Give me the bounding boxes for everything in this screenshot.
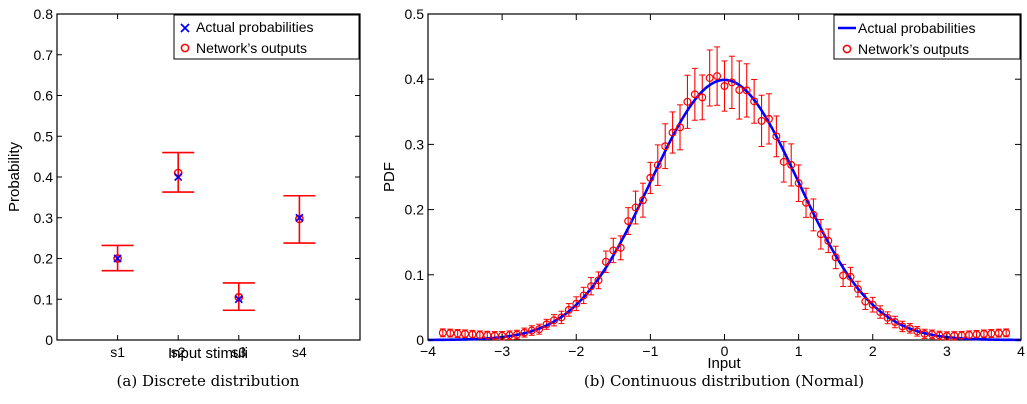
discrete-distribution-chart: 0 0.1 0.2 0.3 0.4 0.5 0.6 0.7 0.8 s1 s2 s3 s4 Probab… — [6, 6, 360, 390]
legend-b: Actual probabilities Network’s outputs — [834, 15, 1020, 59]
x-axis-label-a: Input stimuli — [168, 345, 248, 362]
y-tick-label-a: 0.1 — [34, 291, 54, 307]
legend-a: Actual probabilities Network’s outputs — [174, 15, 359, 59]
x-tick-label-b: 3 — [943, 343, 951, 359]
y-tick-label-b: 0.2 — [405, 202, 425, 218]
y-tick-label-a: 0.8 — [34, 6, 54, 22]
legend-b-network: Network’s outputs — [858, 41, 969, 57]
y-tick-label-b: 0.3 — [405, 136, 425, 152]
y-tick-label-a: 0.4 — [34, 169, 54, 185]
continuous-distribution-chart: 00.10.20.30.40.5−4 −3 −2 −1 0 1 2 3 4 PDF Input … — [381, 6, 1025, 390]
y-tick-label-a: 0.5 — [34, 128, 54, 144]
x-tick-label-a: s1 — [110, 344, 125, 360]
caption-b: (b) Continuous distribution (Normal) — [584, 372, 864, 390]
y-tick-label-a: 0.6 — [34, 88, 54, 104]
y-tick-label-b: 0.1 — [405, 267, 425, 283]
y-tick-label-a: 0.3 — [34, 210, 54, 226]
x-tick-label-b: −4 — [420, 343, 436, 359]
y-tick-label-b: 0.5 — [405, 6, 425, 22]
x-tick-label-b: −1 — [642, 343, 658, 359]
y-axis-label-a: Probability — [6, 141, 23, 212]
x-tick-label-a: s4 — [292, 344, 307, 360]
caption-a: (a) Discrete distribution — [117, 372, 300, 390]
y-tick-label-a: 0.7 — [34, 47, 54, 63]
legend-a-actual: Actual probabilities — [196, 19, 314, 35]
x-tick-label-b: 4 — [1017, 343, 1025, 359]
x-tick-label-b: 2 — [869, 343, 877, 359]
y-axis-label-b: PDF — [381, 162, 398, 192]
x-axis-label-b: Input — [707, 355, 741, 372]
legend-a-network: Network’s outputs — [196, 40, 307, 56]
plot-area-a — [57, 14, 360, 340]
x-tick-label-b: −2 — [568, 343, 584, 359]
y-tick-label-a: 0 — [45, 332, 53, 348]
y-tick-label-a: 0.2 — [34, 251, 54, 267]
x-tick-label-b: −3 — [494, 343, 510, 359]
x-tick-label-b: 1 — [795, 343, 803, 359]
legend-b-actual: Actual probabilities — [858, 20, 976, 36]
y-tick-label-b: 0.4 — [405, 71, 425, 87]
